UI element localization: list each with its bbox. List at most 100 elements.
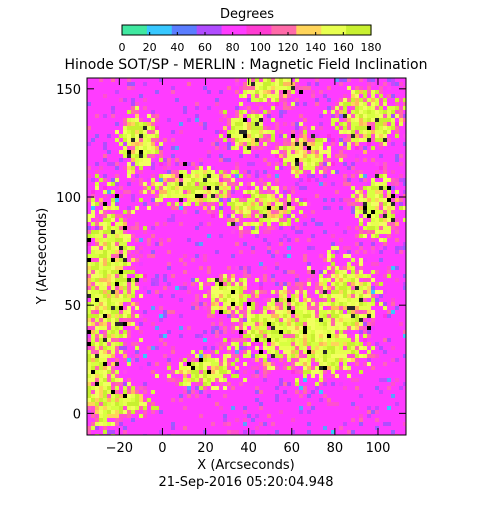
heatmap-cell xyxy=(127,190,131,194)
heatmap-cell xyxy=(199,350,203,354)
heatmap-cell xyxy=(335,330,339,334)
heatmap-cell xyxy=(339,346,343,350)
heatmap-cell xyxy=(375,210,379,214)
heatmap-cell xyxy=(379,290,383,294)
heatmap-cell xyxy=(399,114,403,118)
heatmap-cell xyxy=(163,174,167,178)
heatmap-cell xyxy=(267,338,271,342)
heatmap-cell xyxy=(111,394,115,398)
heatmap-cell xyxy=(95,350,99,354)
heatmap-cell xyxy=(99,310,103,314)
heatmap-cell xyxy=(183,202,187,206)
heatmap-cell xyxy=(375,138,379,142)
heatmap-cell xyxy=(263,362,267,366)
heatmap-cell xyxy=(327,330,331,334)
heatmap-cell xyxy=(231,298,235,302)
heatmap-cell xyxy=(107,254,111,258)
heatmap-cell xyxy=(283,342,287,346)
heatmap-cell xyxy=(395,222,399,226)
heatmap-cell xyxy=(223,158,227,162)
heatmap-cell xyxy=(195,294,199,298)
heatmap-cell xyxy=(331,338,335,342)
heatmap-cell xyxy=(231,326,235,330)
heatmap-cell xyxy=(387,206,391,210)
heatmap-cell xyxy=(91,366,95,370)
heatmap-cell xyxy=(95,366,99,370)
heatmap-cell xyxy=(367,322,371,326)
heatmap-cell xyxy=(331,138,335,142)
heatmap-cell xyxy=(215,330,219,334)
heatmap-cell xyxy=(387,378,391,382)
heatmap-cell xyxy=(327,274,331,278)
heatmap-cell xyxy=(259,362,263,366)
heatmap-cell xyxy=(295,274,299,278)
heatmap-cell xyxy=(195,354,199,358)
heatmap-cell xyxy=(379,238,383,242)
heatmap-cell xyxy=(119,290,123,294)
heatmap-cell xyxy=(135,398,139,402)
heatmap-cell xyxy=(307,358,311,362)
heatmap-cell xyxy=(231,218,235,222)
heatmap-cell xyxy=(335,342,339,346)
heatmap-cell xyxy=(127,170,131,174)
heatmap-cell xyxy=(179,162,183,166)
heatmap-cell xyxy=(263,158,267,162)
heatmap-cell xyxy=(267,302,271,306)
heatmap-cell xyxy=(387,274,391,278)
heatmap-cell xyxy=(267,330,271,334)
heatmap-cell xyxy=(227,366,231,370)
heatmap-cell xyxy=(327,86,331,90)
heatmap-cell xyxy=(227,122,231,126)
heatmap-cell xyxy=(291,338,295,342)
heatmap-cell xyxy=(263,146,267,150)
heatmap-cell xyxy=(383,350,387,354)
heatmap-cell xyxy=(271,318,275,322)
heatmap-cell xyxy=(87,374,91,378)
heatmap-cell xyxy=(87,358,91,362)
heatmap-cell xyxy=(211,366,215,370)
heatmap-cell xyxy=(299,366,303,370)
heatmap-cell xyxy=(231,374,235,378)
heatmap-cell xyxy=(199,222,203,226)
heatmap-cell xyxy=(239,382,243,386)
heatmap-cell xyxy=(363,286,367,290)
heatmap-cell xyxy=(255,194,259,198)
heatmap-cell xyxy=(271,118,275,122)
heatmap-cell xyxy=(231,430,235,434)
heatmap-cell xyxy=(299,146,303,150)
heatmap-cell xyxy=(299,150,303,154)
heatmap-cell xyxy=(135,222,139,226)
heatmap-cell xyxy=(355,126,359,130)
heatmap-cell xyxy=(391,126,395,130)
heatmap-cell xyxy=(399,110,403,114)
heatmap-cell xyxy=(107,234,111,238)
heatmap-cell xyxy=(99,78,103,82)
heatmap-cell xyxy=(127,302,131,306)
heatmap-cell xyxy=(175,174,179,178)
heatmap-cell xyxy=(343,78,347,82)
heatmap-cell xyxy=(267,242,271,246)
heatmap-cell xyxy=(371,198,375,202)
heatmap-cell xyxy=(311,346,315,350)
heatmap-cell xyxy=(223,362,227,366)
heatmap-cell xyxy=(195,226,199,230)
heatmap-cell xyxy=(295,290,299,294)
heatmap-cell xyxy=(103,114,107,118)
heatmap-cell xyxy=(99,362,103,366)
heatmap-cell xyxy=(307,334,311,338)
heatmap-cell xyxy=(107,294,111,298)
heatmap-cell xyxy=(163,278,167,282)
heatmap-cell xyxy=(331,346,335,350)
heatmap-cell xyxy=(363,282,367,286)
heatmap-cell xyxy=(203,282,207,286)
heatmap-cell xyxy=(379,218,383,222)
heatmap-cell xyxy=(203,366,207,370)
heatmap-cell xyxy=(283,162,287,166)
heatmap-cell xyxy=(219,282,223,286)
heatmap-cell xyxy=(231,230,235,234)
heatmap-cell xyxy=(95,326,99,330)
heatmap-cell xyxy=(219,342,223,346)
heatmap-cell xyxy=(91,386,95,390)
heatmap-cell xyxy=(95,274,99,278)
heatmap-cell xyxy=(287,398,291,402)
